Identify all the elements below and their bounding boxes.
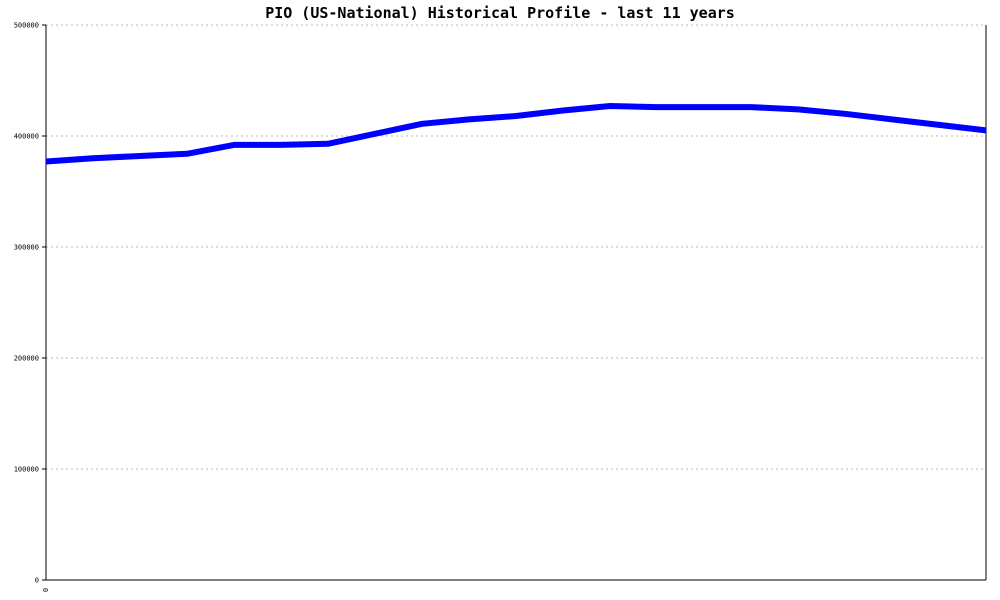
chart-axes [42, 24, 987, 581]
y-tick-label: 200000 [14, 355, 39, 363]
data-point [327, 143, 329, 145]
data-point [45, 161, 47, 162]
data-point [280, 144, 282, 146]
tick-labels: 0 100000 200000 300000 400000 500000 0 [14, 22, 50, 593]
data-point [562, 110, 564, 111]
grid-lines [46, 24, 986, 470]
data-point [139, 155, 141, 157]
data-point [938, 124, 940, 126]
data-point [468, 118, 470, 120]
data-point [656, 106, 658, 108]
data-point [891, 118, 893, 120]
y-tick-label: 300000 [14, 244, 39, 252]
data-point [609, 105, 611, 107]
data-point [797, 108, 799, 110]
y-tick-label: 500000 [14, 22, 39, 30]
data-point [186, 153, 188, 155]
y-tick-label: 100000 [14, 466, 39, 474]
chart-title: PIO (US-National) Historical Profile - l… [265, 4, 735, 22]
data-point [515, 115, 517, 117]
data-point [844, 113, 846, 115]
data-point [985, 129, 987, 131]
y-tick-label: 400000 [14, 133, 39, 141]
series-line [45, 103, 987, 165]
data-point [750, 106, 752, 108]
y-tick-label: 0 [35, 577, 39, 585]
data-point [233, 144, 235, 146]
x-tick-label: 0 [42, 588, 50, 592]
data-point [374, 133, 376, 135]
data-point [92, 157, 94, 159]
series-lines [45, 103, 987, 165]
data-point [703, 106, 705, 108]
data-point [421, 123, 423, 125]
